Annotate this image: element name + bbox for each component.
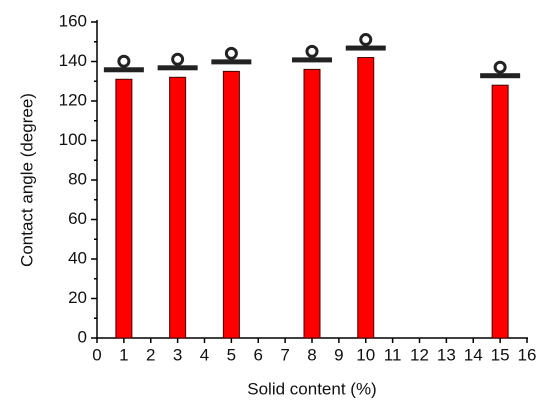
x-tick-label: 6 — [254, 345, 263, 364]
bar — [303, 68, 321, 339]
x-tick-label: 14 — [464, 345, 483, 364]
droplet — [305, 44, 319, 58]
droplet-surface — [211, 59, 252, 65]
y-tick-label: 20 — [68, 288, 87, 307]
bar — [357, 57, 375, 339]
x-tick-label: 1 — [119, 345, 128, 364]
y-tick-label: 160 — [59, 11, 87, 30]
droplet — [493, 60, 507, 74]
x-tick-label: 16 — [518, 345, 537, 364]
x-tick-label: 8 — [307, 345, 316, 364]
x-tick-label: 11 — [384, 345, 402, 364]
droplet — [117, 54, 131, 68]
droplet — [359, 33, 373, 47]
bar — [115, 78, 133, 339]
x-tick-label: 0 — [92, 345, 101, 364]
droplet-surface — [157, 65, 198, 71]
x-tick-label: 3 — [173, 345, 182, 364]
x-tick-label: 13 — [437, 345, 456, 364]
y-tick-label: 100 — [59, 130, 87, 149]
x-axis-label: Solid content (%) — [247, 379, 376, 398]
y-tick-label: 120 — [59, 90, 87, 109]
x-tick-label: 12 — [410, 345, 429, 364]
bar — [222, 70, 240, 339]
y-tick-label: 0 — [78, 327, 87, 346]
droplet — [224, 46, 238, 60]
droplet-surface — [103, 67, 144, 73]
x-tick-label: 15 — [491, 345, 510, 364]
y-tick-label: 40 — [68, 248, 87, 267]
x-tick-label: 5 — [227, 345, 236, 364]
y-tick-label: 140 — [59, 51, 87, 70]
x-tick-label: 7 — [280, 345, 289, 364]
y-tick-label: 60 — [68, 209, 87, 228]
y-tick-label: 80 — [68, 169, 87, 188]
bar — [491, 84, 509, 339]
droplet-surface — [480, 73, 521, 79]
droplet — [171, 52, 185, 66]
bar — [169, 76, 187, 339]
x-tick-label: 4 — [200, 345, 209, 364]
y-axis-label: Contact angle (degree) — [17, 93, 36, 267]
x-tick-label: 10 — [356, 345, 375, 364]
droplet-surface — [292, 57, 332, 63]
droplet-surface — [345, 45, 386, 51]
x-tick-label: 9 — [334, 345, 343, 364]
x-tick-label: 2 — [146, 345, 155, 364]
